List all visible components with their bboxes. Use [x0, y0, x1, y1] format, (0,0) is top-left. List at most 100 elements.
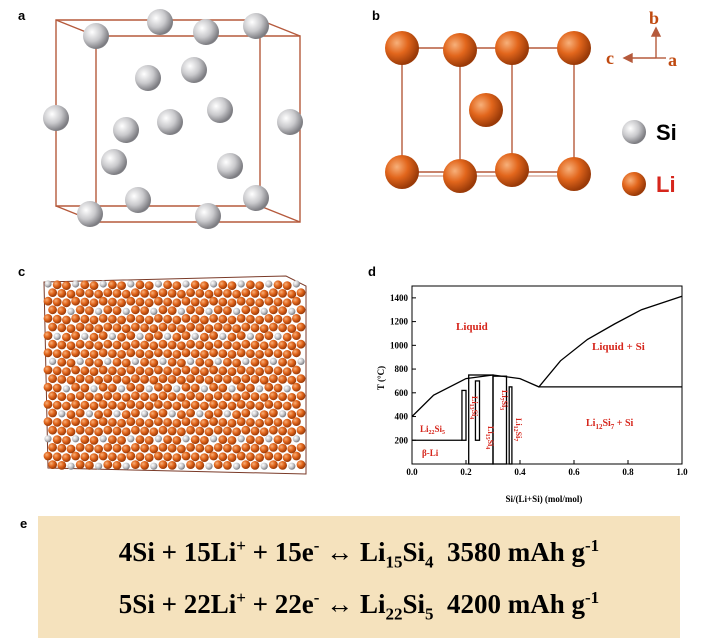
li-atom: [246, 383, 255, 393]
li-atom: [126, 314, 136, 323]
li-atom: [278, 392, 287, 401]
li-atom: [287, 427, 297, 437]
li-atom: [181, 451, 191, 461]
li-atom: [163, 383, 172, 393]
y-tick-label: 1200: [390, 317, 409, 327]
li-atom: [287, 375, 297, 385]
panel-label-a: a: [18, 8, 26, 23]
li-atom: [259, 289, 269, 299]
li-atom: [172, 367, 182, 376]
li-atom: [200, 418, 209, 428]
li-atom: [232, 410, 242, 419]
li-atom: [144, 315, 154, 325]
li-atom: [154, 382, 163, 392]
li-atom: [282, 281, 292, 290]
li-atom: [52, 418, 62, 427]
li-atom: [241, 460, 251, 469]
li-atom: [241, 339, 251, 349]
si-atom: [288, 462, 296, 470]
li-atom: [121, 375, 131, 385]
li-atom: [135, 435, 145, 444]
label-li12si7: Li12Si7: [512, 418, 523, 441]
li-atom: [269, 288, 278, 297]
li-atom: [264, 314, 274, 323]
li-atom: [126, 451, 136, 461]
li-atom: [190, 280, 200, 290]
li-atom: [154, 314, 163, 323]
panel-label-b: b: [372, 8, 380, 23]
li-atom: [269, 460, 278, 469]
li-atom: [227, 332, 237, 342]
li-atom: [200, 453, 209, 462]
li-atom: [167, 289, 177, 298]
li-atom: [43, 451, 53, 461]
li-atom: [112, 392, 122, 401]
li-atom: [190, 452, 200, 462]
li-atom: [209, 382, 219, 392]
li-atom: [167, 323, 177, 333]
li-atom: [149, 427, 159, 437]
si-atom: [243, 185, 269, 211]
li-atom: [52, 349, 62, 358]
li-atom: [246, 452, 255, 462]
li-atom: [269, 322, 278, 332]
li-atom: [126, 365, 136, 375]
li-atom: [158, 339, 168, 349]
li-atom: [167, 392, 177, 401]
li-atom: [255, 436, 264, 445]
li-atom: [108, 314, 117, 324]
li-atom: [66, 289, 76, 299]
li-atom: [181, 382, 191, 392]
li-atom: [144, 281, 154, 290]
li-atom: [177, 341, 186, 351]
li-atom: [204, 410, 214, 419]
compound-phase-box: [474, 380, 481, 441]
li-atom: [292, 382, 301, 392]
compound-phase-box: [468, 374, 494, 465]
li-atom: [71, 417, 80, 426]
li-atom: [223, 289, 232, 298]
li-atom: [292, 417, 301, 426]
si-atom: [237, 435, 245, 443]
li-atom: [149, 393, 159, 402]
li-atom: [213, 443, 223, 452]
li-atom: [218, 400, 228, 410]
si-atom: [72, 280, 80, 288]
si-atom: [205, 307, 213, 315]
li-atom: [98, 400, 108, 409]
li-atom: [112, 443, 122, 453]
si-atom: [256, 385, 264, 393]
li-atom: [278, 443, 287, 453]
li-atom: [108, 400, 117, 410]
si-atom: [131, 357, 139, 365]
li-atom: [287, 410, 297, 419]
li-atom: [158, 305, 168, 315]
si-atom: [219, 332, 227, 340]
li-atom: [62, 298, 71, 308]
li-atom: [80, 297, 90, 307]
li-atom: [246, 435, 255, 444]
li-atom: [98, 417, 108, 426]
li-atom: [218, 297, 228, 307]
li-atom: [269, 374, 278, 383]
li-atom: [181, 417, 191, 426]
li-atom: [103, 288, 113, 297]
li-atom: [57, 340, 67, 350]
li-atom: [250, 461, 260, 470]
li-atom: [218, 280, 228, 290]
li-atom: [287, 393, 297, 402]
li-atom: [227, 453, 237, 462]
li-atom: [112, 357, 122, 367]
li-atom: [140, 323, 149, 333]
li-atom: [48, 425, 57, 435]
li-atom: [264, 331, 274, 340]
li-atom: [140, 461, 149, 470]
li-atom: [273, 280, 283, 290]
li-atom: [236, 348, 246, 358]
li-atom: [264, 382, 274, 392]
si-atom: [181, 57, 207, 83]
legend-si-label: Si: [656, 120, 677, 145]
li-atom: [177, 444, 186, 454]
si-atom: [43, 105, 69, 131]
li-atom: [126, 417, 136, 426]
